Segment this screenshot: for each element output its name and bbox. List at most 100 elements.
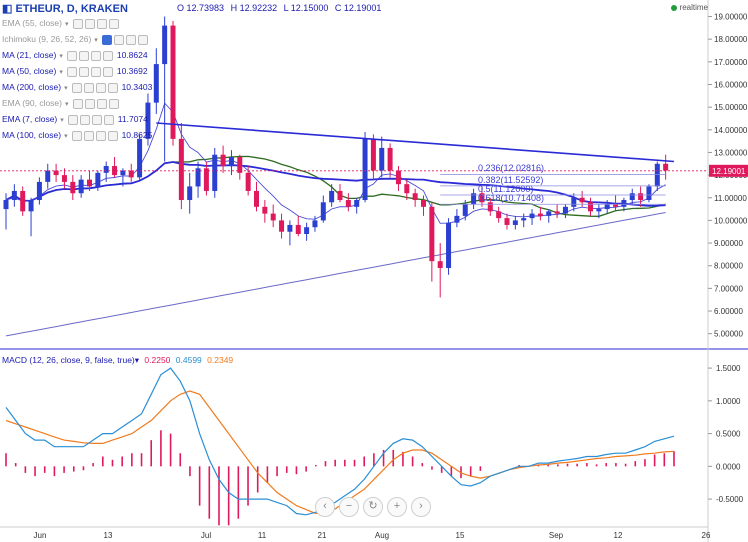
eye-icon[interactable] — [66, 67, 77, 78]
indicator-row[interactable]: EMA (90, close) ▾ — [2, 98, 121, 110]
candle-body — [537, 213, 543, 216]
indicator-row[interactable]: MA (21, close) ▾ 10.8624 — [2, 50, 148, 62]
hide-icon[interactable] — [95, 83, 106, 94]
chevron-down-icon[interactable]: ▾ — [59, 53, 63, 60]
candle-body — [20, 190, 26, 212]
hide-icon[interactable] — [90, 51, 101, 62]
candle-body — [45, 170, 51, 182]
chevron-down-icon[interactable]: ▾ — [94, 37, 98, 44]
y-tick-label: 8.00000 — [714, 262, 743, 271]
chevron-down-icon[interactable]: ▾ — [64, 85, 68, 92]
candle-body — [554, 211, 560, 214]
macd-tick-label: 1.0000 — [716, 397, 741, 406]
scroll-left-icon[interactable]: ‹ — [315, 497, 335, 517]
candle-body — [487, 202, 493, 212]
hide-icon[interactable] — [125, 35, 136, 46]
settings-icon[interactable] — [83, 131, 94, 142]
candle-body — [270, 213, 276, 221]
eye-icon[interactable] — [101, 35, 112, 46]
y-tick-label: 10.00000 — [714, 216, 748, 225]
candle-body — [613, 204, 619, 207]
close-icon[interactable] — [137, 35, 148, 46]
fib-label: 0.236(12.02816) — [478, 163, 545, 174]
close-icon[interactable] — [103, 115, 114, 126]
hide-icon[interactable] — [96, 99, 107, 110]
symbol-title[interactable]: ◧ ETHEUR, D, KRAKEN — [2, 3, 128, 15]
close-icon[interactable] — [102, 51, 113, 62]
close-icon[interactable] — [108, 99, 119, 110]
indicator-value: 10.3403 — [121, 82, 153, 92]
x-tick-label: Sep — [549, 531, 564, 540]
chevron-down-icon[interactable]: ▾ — [65, 21, 69, 28]
macd-lines — [5, 367, 675, 516]
time-axis: Jun 13 Jul 11 21 Aug 15 Sep 12 26 — [0, 526, 711, 540]
eye-icon[interactable] — [72, 19, 83, 30]
y-tick-label: 17.00000 — [714, 58, 748, 67]
hide-icon[interactable] — [96, 19, 107, 30]
indicator-label: MA (100, close) — [2, 130, 62, 140]
macd-line — [5, 367, 675, 516]
settings-icon[interactable] — [84, 19, 95, 30]
macd-value-3: 0.2349 — [207, 355, 234, 365]
eye-icon[interactable] — [72, 99, 83, 110]
indicator-row[interactable]: Ichimoku (9, 26, 52, 26) ▾ — [2, 34, 150, 46]
hide-icon[interactable] — [95, 131, 106, 142]
candle-body — [220, 154, 226, 167]
indicator-row[interactable]: MA (50, close) ▾ 10.3692 — [2, 66, 148, 78]
zoom-in-icon[interactable]: + — [387, 497, 407, 517]
indicator-row[interactable]: MA (200, close) ▾ 10.3403 — [2, 82, 153, 94]
candle-body — [571, 197, 577, 207]
eye-icon[interactable] — [71, 131, 82, 142]
candle-body — [212, 154, 218, 191]
x-tick-label: 21 — [318, 531, 327, 540]
ema-7-line — [5, 102, 666, 224]
indicator-label: MA (21, close) — [2, 50, 57, 60]
x-tick-label: 15 — [456, 531, 465, 540]
fib-label: 0.618(10.71408) — [478, 193, 545, 204]
candle-body — [145, 102, 151, 139]
settings-icon[interactable] — [78, 51, 89, 62]
scroll-right-icon[interactable]: › — [411, 497, 431, 517]
high-value: H 12.92232 — [230, 3, 278, 13]
candle-body — [87, 179, 92, 187]
chevron-down-icon[interactable]: ▾ — [59, 69, 63, 76]
settings-icon[interactable] — [83, 83, 94, 94]
chevron-down-icon[interactable]: ▾ — [65, 101, 69, 108]
reset-icon[interactable]: ↻ — [363, 497, 383, 517]
candle-body — [579, 197, 585, 203]
candle-body — [663, 163, 669, 171]
chevron-down-icon[interactable]: ▾ — [64, 133, 68, 140]
hide-icon[interactable] — [90, 67, 101, 78]
ohlc-readout: O 12.73983 H 12.92232 L 12.15000 C 12.19… — [177, 3, 385, 13]
ma-50-line — [5, 161, 666, 207]
settings-icon[interactable] — [84, 99, 95, 110]
close-icon[interactable] — [107, 131, 118, 142]
indicator-label: Ichimoku (9, 26, 52, 26) — [2, 34, 92, 44]
eye-icon[interactable] — [67, 115, 78, 126]
close-icon[interactable] — [107, 83, 118, 94]
close-icon[interactable] — [102, 67, 113, 78]
candle-body — [295, 224, 301, 234]
settings-icon[interactable] — [113, 35, 124, 46]
candle-body — [11, 190, 17, 201]
settings-icon[interactable] — [79, 115, 90, 126]
indicator-row[interactable]: EMA (7, close) ▾ 11.7074 — [2, 114, 148, 126]
settings-icon[interactable] — [78, 67, 89, 78]
indicator-row[interactable]: EMA (55, close) ▾ — [2, 18, 121, 30]
y-tick-label: 11.00000 — [714, 194, 747, 203]
zoom-out-icon[interactable]: − — [339, 497, 359, 517]
candle-body — [53, 170, 59, 176]
indicator-row[interactable]: MA (100, close) ▾ 10.8625 — [2, 130, 152, 142]
x-tick-label: Jun — [34, 531, 47, 540]
eye-icon[interactable] — [71, 83, 82, 94]
macd-legend[interactable]: MACD (12, 26, close, 9, false, true)▾ 0.… — [2, 355, 234, 365]
chevron-down-icon[interactable]: ▾ — [60, 117, 64, 124]
candle-body — [429, 206, 435, 262]
indicator-label: MA (50, close) — [2, 66, 57, 76]
hide-icon[interactable] — [91, 115, 102, 126]
eye-icon[interactable] — [66, 51, 77, 62]
close-icon[interactable] — [108, 19, 119, 30]
candle-body — [446, 222, 452, 268]
